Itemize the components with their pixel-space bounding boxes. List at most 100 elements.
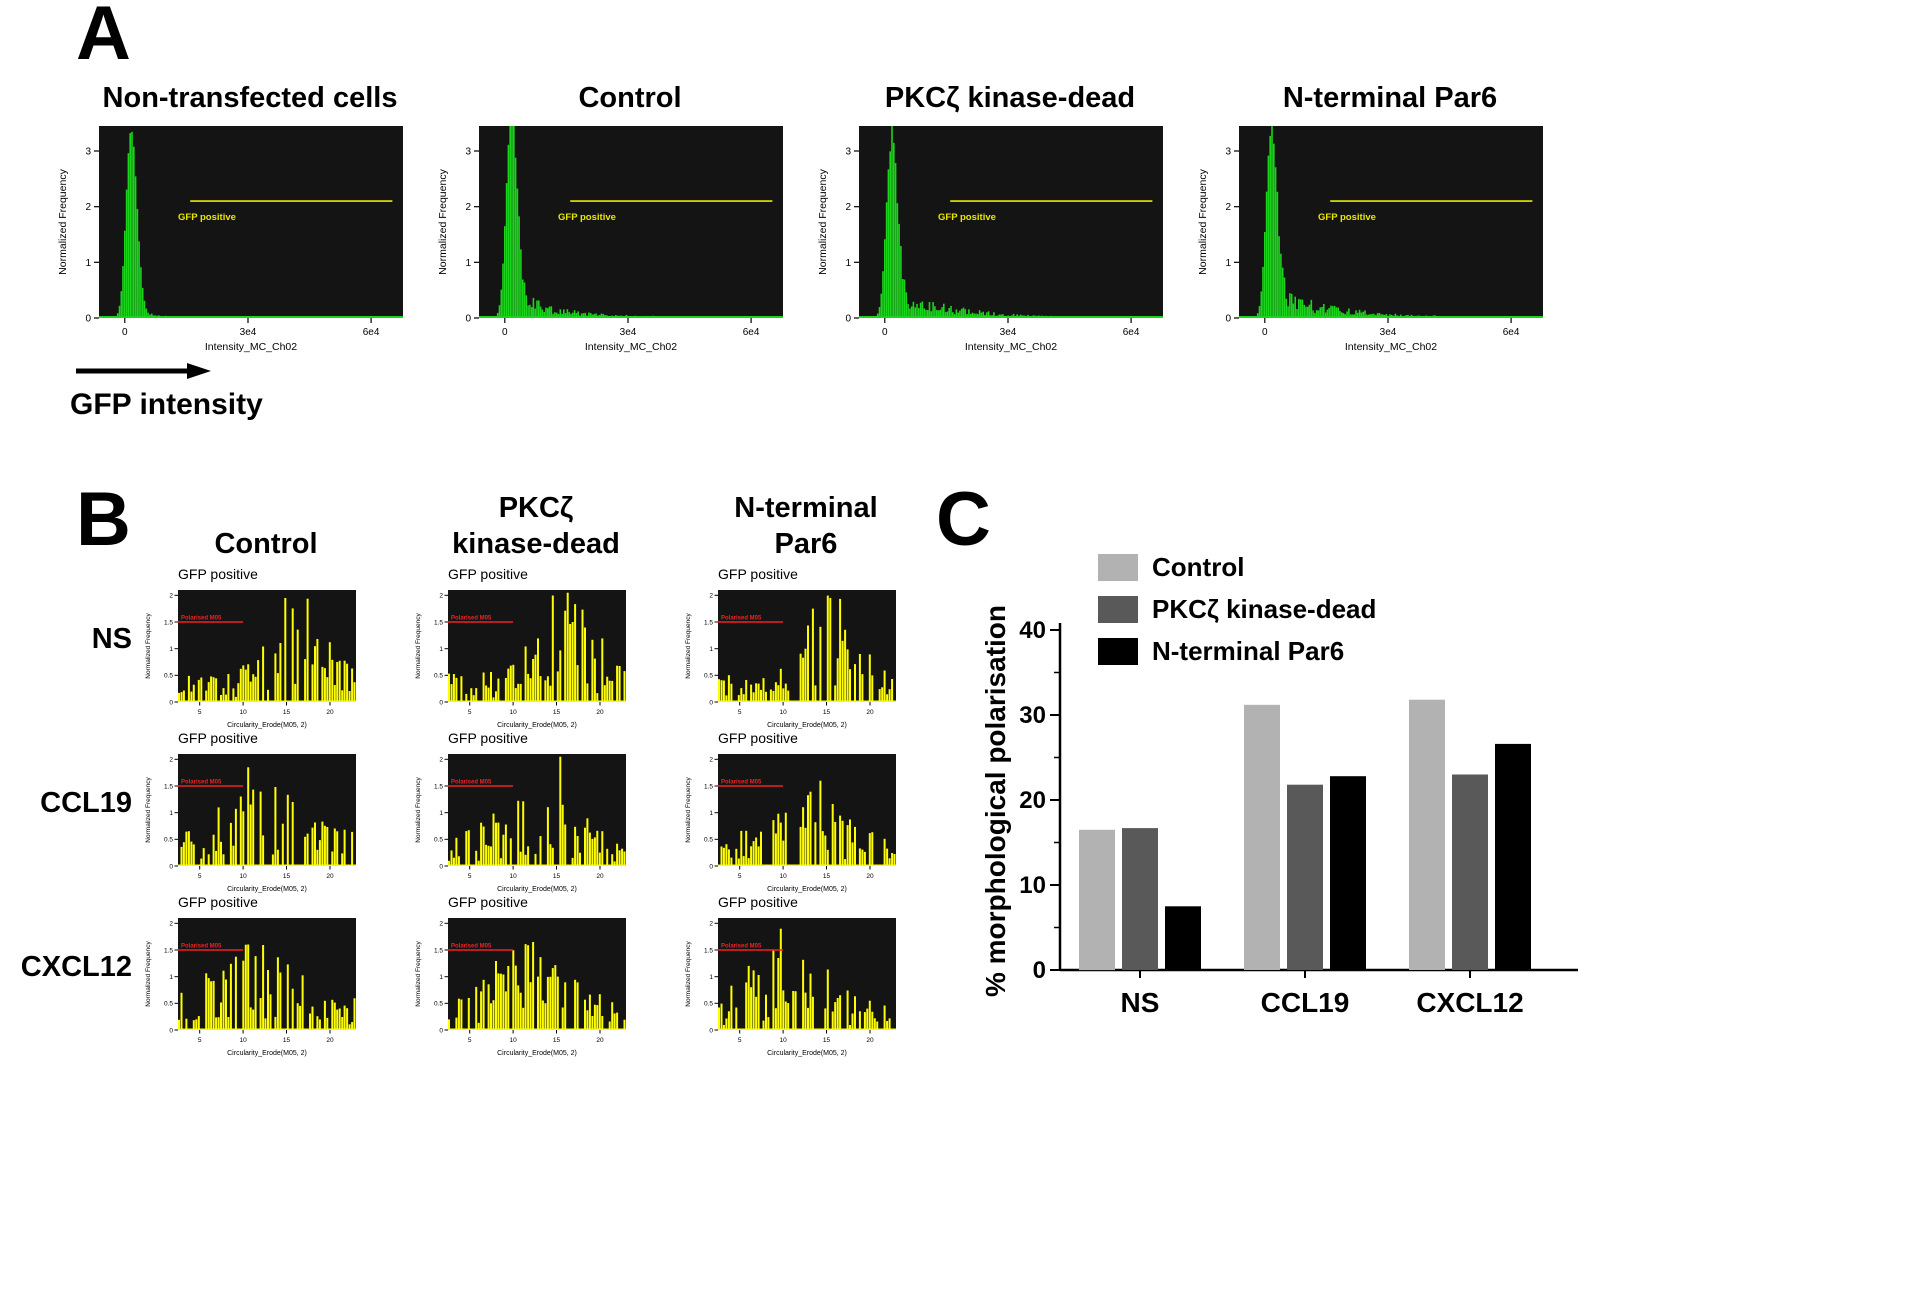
circularity-histogram: Polarised M05 0 0.5 1 1.5 2 5 10 15 20 Normalized … <box>412 750 634 900</box>
plot-title: Control <box>578 82 682 114</box>
svg-text:2: 2 <box>85 202 91 213</box>
svg-text:0: 0 <box>169 863 173 870</box>
svg-text:Circularity_Erode(M05, 2): Circularity_Erode(M05, 2) <box>497 722 577 729</box>
svg-text:3e4: 3e4 <box>1000 327 1017 338</box>
right-arrow-icon <box>74 362 214 385</box>
svg-text:10: 10 <box>509 709 517 716</box>
column-header-pkcz: PKCζ kinase-dead <box>452 491 620 560</box>
svg-text:2: 2 <box>439 593 443 600</box>
svg-text:Polarised M05: Polarised M05 <box>451 616 492 622</box>
svg-text:0: 0 <box>709 1027 713 1034</box>
svg-text:2: 2 <box>709 921 713 928</box>
histogram-ccl19-nterm: GFP positive Polarised M05 0 0.5 1 1.5 2 5 10 15… <box>682 730 904 900</box>
svg-text:Intensity_MC_Ch02: Intensity_MC_Ch02 <box>1345 341 1437 353</box>
svg-text:10: 10 <box>239 1037 247 1044</box>
gfp-intensity-histogram: GFP positive 0 1 2 3 0 3e4 6e4 Normalized Freque… <box>1195 122 1555 362</box>
svg-text:3e4: 3e4 <box>240 327 257 338</box>
column-header-nterm: N-terminal Par6 <box>734 491 878 560</box>
svg-text:2: 2 <box>439 757 443 764</box>
svg-text:Intensity_MC_Ch02: Intensity_MC_Ch02 <box>205 341 297 353</box>
svg-text:1: 1 <box>465 258 471 269</box>
svg-text:20: 20 <box>1019 787 1046 814</box>
circularity-histogram: Polarised M05 0 0.5 1 1.5 2 5 10 15 20 Normalized … <box>412 586 634 736</box>
svg-text:10: 10 <box>509 873 517 880</box>
column-header-control: Control <box>214 527 318 560</box>
circularity-histogram: Polarised M05 0 0.5 1 1.5 2 5 10 15 20 Normalized … <box>142 914 364 1064</box>
svg-text:Normalized Frequency: Normalized Frequency <box>145 941 152 1007</box>
svg-text:Normalized Frequency: Normalized Frequency <box>145 613 152 679</box>
svg-text:20: 20 <box>326 709 334 716</box>
svg-text:3: 3 <box>1225 147 1231 158</box>
svg-text:15: 15 <box>823 1037 831 1044</box>
plot-title: PKCζ kinase-dead <box>884 82 1136 114</box>
subplot-title: GFP positive <box>448 566 528 582</box>
svg-text:40: 40 <box>1019 617 1046 644</box>
svg-text:3: 3 <box>85 147 91 158</box>
legend-item-nterm: N-terminal Par6 <box>1098 636 1376 667</box>
svg-text:1: 1 <box>709 646 713 653</box>
svg-text:0: 0 <box>1225 314 1231 325</box>
svg-text:Normalized Frequency: Normalized Frequency <box>685 777 692 843</box>
subplot-title: GFP positive <box>448 730 528 746</box>
svg-text:30: 30 <box>1019 702 1046 729</box>
legend-item-control: Control <box>1098 552 1376 583</box>
svg-text:2: 2 <box>845 202 851 213</box>
svg-text:Normalized Frequency: Normalized Frequency <box>415 777 422 843</box>
svg-text:6e4: 6e4 <box>743 327 760 338</box>
svg-text:0.5: 0.5 <box>164 1001 173 1008</box>
svg-text:5: 5 <box>468 1037 472 1044</box>
histogram-cxcl12-control: GFP positive Polarised M05 0 0.5 1 1.5 2 5 10 15… <box>142 894 364 1064</box>
svg-text:Polarised M05: Polarised M05 <box>181 780 222 786</box>
svg-text:Circularity_Erode(M05, 2): Circularity_Erode(M05, 2) <box>767 886 847 893</box>
svg-text:10: 10 <box>239 873 247 880</box>
svg-text:1: 1 <box>439 810 443 817</box>
svg-text:Polarised M05: Polarised M05 <box>721 780 762 786</box>
svg-text:Normalized Frequency: Normalized Frequency <box>1197 168 1209 274</box>
svg-text:20: 20 <box>326 1037 334 1044</box>
svg-text:GFP positive: GFP positive <box>558 212 616 223</box>
svg-text:1: 1 <box>439 646 443 653</box>
svg-text:15: 15 <box>823 873 831 880</box>
histogram-ns-pkcz: GFP positive Polarised M05 0 0.5 1 1.5 2 5 10 15… <box>412 566 634 736</box>
row-label-ccl19: CCL19 <box>40 787 132 819</box>
subplot-title: GFP positive <box>448 894 528 910</box>
histogram-gfp-pkcz: PKCζ kinase-dead GFP positive 0 1 2 3 0 3e4 6e4… <box>815 82 1175 362</box>
svg-text:5: 5 <box>738 873 742 880</box>
svg-text:Circularity_Erode(M05, 2): Circularity_Erode(M05, 2) <box>767 722 847 729</box>
svg-text:20: 20 <box>866 1037 874 1044</box>
legend-swatch-control <box>1098 554 1138 581</box>
plot-title: N-terminal Par6 <box>1282 82 1498 114</box>
svg-text:1.5: 1.5 <box>434 783 443 790</box>
svg-text:20: 20 <box>866 873 874 880</box>
svg-text:15: 15 <box>553 709 561 716</box>
svg-text:10: 10 <box>779 1037 787 1044</box>
gfp-intensity-histogram: GFP positive 0 1 2 3 0 3e4 6e4 Normalized Freque… <box>815 122 1175 362</box>
svg-text:5: 5 <box>198 709 202 716</box>
circularity-histogram: Polarised M05 0 0.5 1 1.5 2 5 10 15 20 Normalized … <box>412 914 634 1064</box>
svg-text:0: 0 <box>85 314 91 325</box>
svg-text:2: 2 <box>169 593 173 600</box>
svg-text:CXCL12: CXCL12 <box>1416 987 1523 1018</box>
svg-text:0: 0 <box>709 863 713 870</box>
svg-text:0: 0 <box>1262 327 1268 338</box>
svg-text:15: 15 <box>283 873 291 880</box>
svg-text:Polarised M05: Polarised M05 <box>181 944 222 950</box>
svg-text:20: 20 <box>596 873 604 880</box>
svg-text:1.5: 1.5 <box>164 947 173 954</box>
histogram-cxcl12-pkcz: GFP positive Polarised M05 0 0.5 1 1.5 2 5 10 15… <box>412 894 634 1064</box>
histogram-gfp-control: Control GFP positive 0 1 2 3 0 3e4 6e4 Normalize… <box>435 82 795 362</box>
svg-text:5: 5 <box>738 709 742 716</box>
svg-text:1: 1 <box>169 974 173 981</box>
svg-text:5: 5 <box>468 709 472 716</box>
svg-text:Circularity_Erode(M05, 2): Circularity_Erode(M05, 2) <box>227 722 307 729</box>
histogram-gfp-nterm: N-terminal Par6 GFP positive 0 1 2 3 0 3e4 6e4 N… <box>1195 82 1555 362</box>
svg-text:Intensity_MC_Ch02: Intensity_MC_Ch02 <box>965 341 1057 353</box>
subplot-title: GFP positive <box>178 730 258 746</box>
svg-text:0: 0 <box>122 327 128 338</box>
svg-text:0: 0 <box>439 863 443 870</box>
svg-text:0.5: 0.5 <box>164 837 173 844</box>
svg-text:Polarised M05: Polarised M05 <box>721 616 762 622</box>
svg-text:GFP positive: GFP positive <box>178 212 236 223</box>
svg-text:GFP positive: GFP positive <box>938 212 996 223</box>
svg-text:10: 10 <box>509 1037 517 1044</box>
